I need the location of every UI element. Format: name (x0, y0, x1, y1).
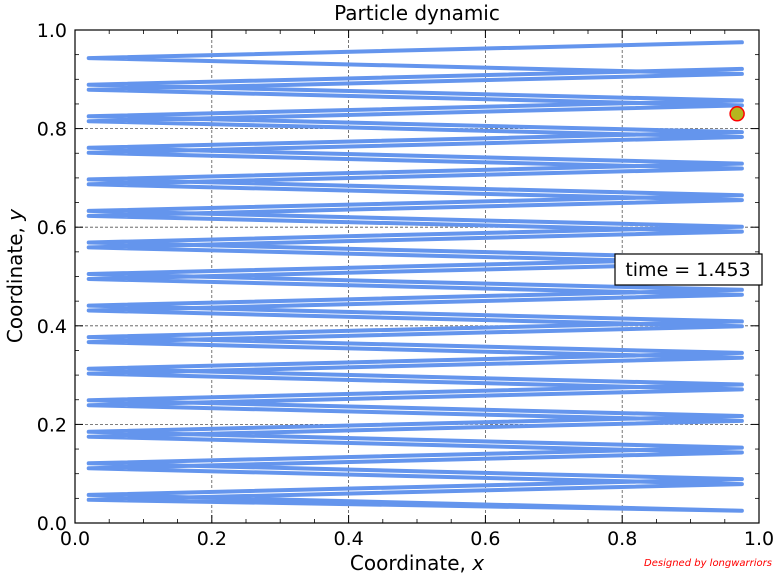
x-tick-label: 1.0 (744, 528, 774, 550)
axis-ticks: 0.0 0.2 0.4 0.6 0.8 1.0 0.0 0.2 0.4 0.6 0.8 1.0 (37, 20, 774, 550)
y-tick-label: 1.0 (37, 20, 67, 42)
x-axis-label-text: Coordinate, (350, 551, 472, 575)
y-axis-label: Coordinate, y (3, 208, 27, 343)
x-axis-label-var: x (471, 551, 484, 575)
x-tick-label: 0.0 (60, 528, 90, 550)
y-axis-label-var: y (3, 208, 27, 222)
x-tick-label: 0.6 (470, 528, 500, 550)
credit-text: Designed by longwarriors (644, 558, 772, 569)
chart-title: Particle dynamic (334, 1, 500, 25)
y-tick-label: 0.0 (37, 513, 67, 535)
y-axis-label-text: Coordinate, (3, 221, 27, 343)
time-annotation: time = 1.453 (614, 253, 763, 286)
trajectory-line (86, 40, 744, 513)
x-tick-label: 0.2 (197, 528, 227, 550)
y-tick-label: 0.4 (37, 316, 67, 338)
x-tick-label: 0.4 (333, 528, 363, 550)
particle-marker (729, 106, 745, 122)
x-tick-label: 0.8 (607, 528, 637, 550)
time-annotation-text: time = 1.453 (625, 259, 750, 281)
y-tick-label: 0.8 (37, 119, 67, 141)
y-tick-label: 0.6 (37, 217, 67, 239)
y-tick-label: 0.2 (37, 414, 67, 436)
x-axis-label: Coordinate, x (350, 551, 484, 575)
time-annotation-box (614, 253, 763, 286)
plot-area (86, 40, 745, 513)
